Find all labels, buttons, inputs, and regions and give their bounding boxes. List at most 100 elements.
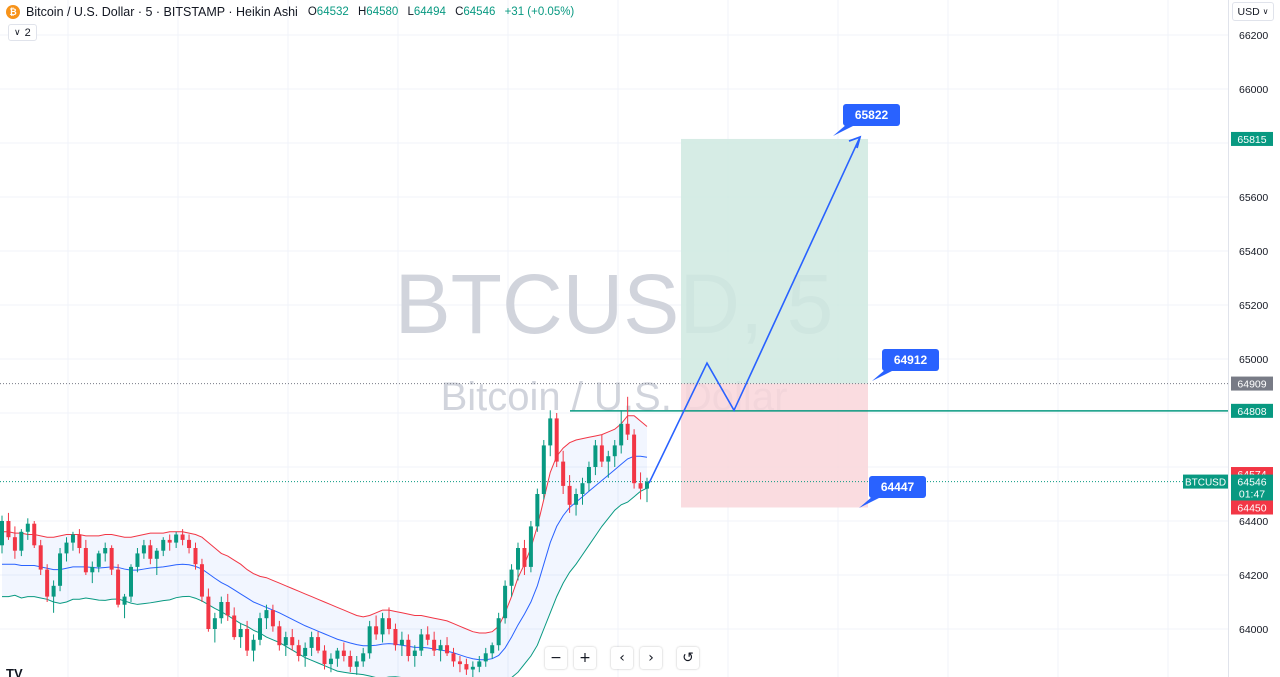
candle-body	[206, 596, 211, 629]
indicators-toggle-button[interactable]: ∨ 2	[8, 24, 37, 41]
price-axis-canvas[interactable]: 66200 66000 65600 65400 65200 65000 64400 64200…	[1229, 0, 1280, 677]
projection-path	[648, 136, 861, 484]
candle-body	[580, 483, 585, 494]
candle-body	[399, 639, 404, 646]
high-value: 64580	[366, 6, 399, 18]
candle-body	[335, 650, 340, 659]
low-value: 64494	[413, 6, 446, 18]
candle-body	[167, 539, 172, 543]
bollinger-fill	[2, 415, 647, 677]
candle-body	[264, 610, 269, 619]
candle-body	[64, 542, 69, 554]
reset-chart-button[interactable]: ↺	[677, 647, 699, 669]
callout-text: 65822	[855, 108, 889, 122]
symbol-price-tag	[1183, 474, 1228, 489]
candle-body	[503, 585, 508, 619]
price-tick-64200: 64200	[1239, 570, 1268, 582]
candle-body	[303, 647, 308, 656]
candle-body	[316, 637, 321, 651]
price-label-65815: 65815	[1237, 134, 1266, 146]
high-label: H	[357, 6, 367, 18]
bar-countdown: 01:47	[1239, 489, 1265, 501]
low-label: L	[407, 6, 414, 18]
candle-body	[625, 423, 630, 435]
candle-body	[593, 445, 598, 467]
bollinger-basis	[2, 455, 648, 661]
candle-body	[367, 626, 372, 654]
scroll-right-button[interactable]: ›	[640, 647, 662, 669]
currency-value: USD	[1237, 5, 1260, 18]
candle-body	[354, 661, 359, 667]
callout-pointer	[859, 496, 883, 508]
candle-body	[135, 553, 140, 567]
candle-body	[541, 445, 546, 494]
callout-pointer	[872, 369, 896, 381]
candle-body	[457, 661, 462, 665]
price-label-64808: 64808	[1237, 406, 1266, 418]
candle-body	[212, 618, 217, 629]
callout-text: 64447	[881, 480, 915, 494]
zoom-in-button[interactable]: +	[574, 647, 596, 669]
price-tick-65400: 65400	[1239, 246, 1268, 258]
candle-body	[251, 639, 256, 651]
price-label-64909: 64909	[1237, 379, 1266, 391]
chevron-down-icon: ∨	[14, 27, 21, 37]
candle-body	[586, 467, 591, 484]
candle-body	[51, 585, 56, 597]
chevron-left-icon: ‹	[619, 650, 625, 666]
currency-select[interactable]: USD ∨	[1232, 2, 1274, 21]
scroll-left-button[interactable]: ‹	[611, 647, 633, 669]
candle-body	[38, 545, 43, 570]
candle-body	[554, 418, 559, 462]
candle-body	[496, 618, 501, 646]
callout-box	[869, 476, 926, 498]
price-label-64546: 64546	[1237, 477, 1266, 489]
price-callout-64447: 64447	[859, 476, 926, 508]
price-callout-65822: 65822	[833, 104, 900, 136]
minus-icon: −	[550, 650, 562, 666]
candle-body	[258, 618, 262, 640]
bollinger-upper	[2, 415, 648, 634]
candle-body	[612, 445, 617, 457]
candle-body	[322, 650, 327, 665]
tradingview-logo[interactable]: TV	[6, 666, 23, 677]
zoom-out-button[interactable]: −	[545, 647, 567, 669]
callout-box	[882, 349, 939, 371]
price-label-box-64450	[1231, 500, 1273, 515]
candle-body	[419, 634, 424, 651]
candle-body	[535, 494, 540, 527]
candle-body	[12, 537, 17, 551]
candle-body	[567, 485, 572, 505]
symbol-title[interactable]: Bitcoin / U.S. Dollar · 5 · BITSTAMP · H…	[26, 5, 298, 19]
candle-body	[154, 550, 159, 559]
candle-body	[483, 653, 488, 662]
candle-body	[509, 569, 514, 586]
candle-body	[290, 637, 295, 646]
callout-text: 64912	[894, 353, 928, 367]
candle-body	[193, 548, 198, 565]
candle-body	[83, 548, 88, 573]
candle-body	[516, 548, 520, 570]
candle-body	[77, 534, 82, 548]
candle-body	[0, 521, 4, 546]
price-label-box-64909	[1231, 376, 1273, 391]
candle-body	[225, 602, 230, 616]
candle-body	[245, 629, 250, 651]
plus-icon: +	[579, 650, 591, 666]
reset-icon: ↺	[682, 650, 694, 666]
candle-body	[406, 639, 411, 656]
candle-body	[348, 656, 353, 667]
candle-body	[561, 461, 566, 486]
symbol-price-tag-text: BTCUSD	[1185, 478, 1226, 489]
price-tick-65600: 65600	[1239, 192, 1268, 204]
price-label-64450: 64450	[1237, 503, 1266, 515]
candle-body	[477, 661, 482, 667]
chart-pane[interactable]: BTCUSD, 5 Bitcoin / U.S. Dollar 65822 64912…	[0, 0, 1228, 677]
price-scale[interactable]: 66200 66000 65600 65400 65200 65000 64400 64200…	[1228, 0, 1280, 677]
candle-body	[645, 481, 649, 489]
price-tick-65000: 65000	[1239, 354, 1268, 366]
candle-body	[328, 658, 333, 665]
candle-body	[180, 534, 185, 540]
candle-body	[528, 526, 533, 567]
